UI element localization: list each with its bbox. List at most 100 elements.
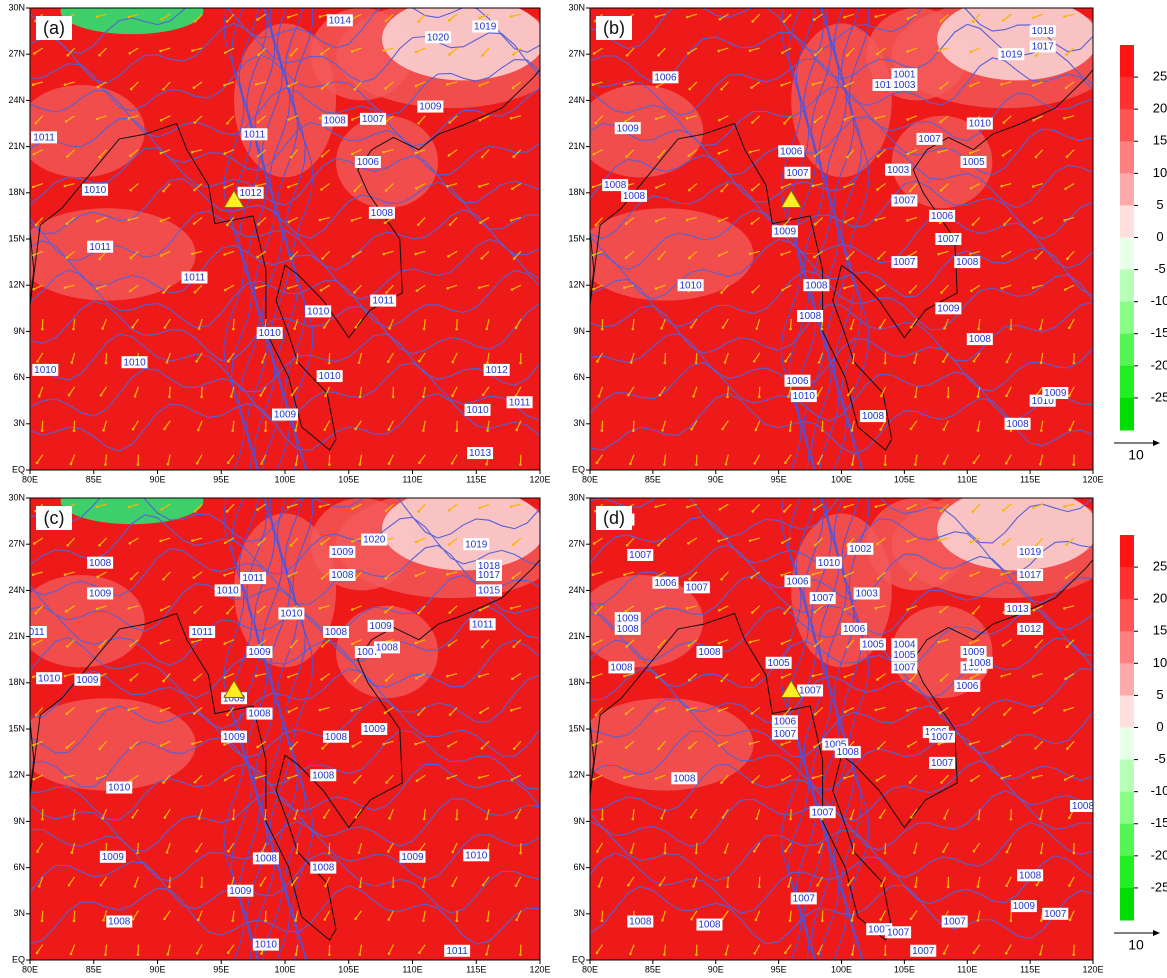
- wind-vector-head: [814, 713, 817, 716]
- wind-vector-head: [813, 746, 816, 749]
- wind-vector-head: [451, 884, 454, 887]
- wind-vector-head: [164, 326, 167, 329]
- wind-vector-head: [601, 818, 604, 821]
- wind-vector-head: [257, 544, 260, 547]
- wind-vector-head: [937, 151, 940, 154]
- wind-vector-head: [478, 506, 481, 509]
- wind-vector-head: [1000, 83, 1003, 86]
- wind-vector-head: [852, 362, 855, 365]
- wind-vector-head: [197, 919, 200, 922]
- contour-label: 1008: [837, 747, 860, 758]
- contour-label: 1009: [363, 724, 386, 735]
- wind-vector-head: [384, 87, 387, 90]
- contour-label: 1011: [242, 573, 264, 584]
- map-panel: 1014100710061007100910081008100810081008…: [577, 485, 1118, 960]
- contour-label: 1019: [474, 22, 497, 33]
- wind-vector-head: [937, 641, 940, 644]
- wind-vector-head: [1073, 852, 1076, 855]
- map-panel: 1006100910081008101010091008100810071006…: [577, 0, 1118, 470]
- wind-vector-head: [943, 327, 946, 330]
- wind-vector-head: [623, 573, 626, 576]
- wind-vector-head: [850, 327, 853, 330]
- wind-vector-head: [812, 573, 815, 576]
- wind-vector-head: [35, 122, 38, 125]
- wind-vector-head: [1003, 713, 1006, 716]
- wind-vector-head: [593, 52, 596, 55]
- wind-vector-head: [939, 87, 942, 90]
- y-tick-label: 30N: [8, 2, 25, 12]
- wind-vector-head: [382, 49, 385, 52]
- contour-label: 1007: [931, 758, 954, 769]
- wind-vector-head: [137, 463, 140, 466]
- wind-vector-head: [200, 886, 203, 889]
- wind-vector-head: [660, 327, 663, 330]
- wind-vector-head: [358, 361, 361, 364]
- wind-vector-head: [592, 254, 595, 257]
- wind-vector-head: [843, 118, 846, 121]
- wind-vector-head: [417, 20, 420, 23]
- wind-vector-head: [446, 573, 449, 576]
- contour-label: 1009: [617, 613, 640, 624]
- y-tick-label: 21N: [8, 141, 25, 151]
- wind-vector-head: [224, 186, 227, 189]
- wind-vector-head: [384, 712, 387, 715]
- wind-vector-head: [1066, 645, 1069, 648]
- wind-vector-head: [686, 16, 689, 19]
- wind-vector-head: [910, 918, 913, 921]
- wind-vector-head: [1000, 777, 1003, 780]
- colorbar-label: -10: [1151, 783, 1167, 798]
- y-tick-label: 15N: [568, 233, 585, 243]
- wind-vector-head: [943, 817, 946, 820]
- wind-vector-head: [96, 505, 99, 508]
- contour-label: 1006: [786, 576, 809, 587]
- wind-vector-head: [817, 462, 820, 465]
- y-tick-label: EQ: [572, 954, 585, 964]
- wind-vector-head: [1032, 185, 1035, 188]
- wind-vector-head: [625, 712, 628, 715]
- wind-vector-head: [134, 395, 137, 398]
- wind-vector-head: [846, 54, 849, 57]
- wind-vector-head: [422, 919, 425, 922]
- wind-vector-head: [937, 49, 940, 52]
- wind-vector-head: [1005, 394, 1008, 397]
- wind-vector-head: [695, 362, 698, 365]
- wind-vector-head: [36, 462, 39, 465]
- wind-vector-head: [942, 850, 945, 853]
- wind-vector-head: [319, 607, 322, 610]
- wind-vector-head: [1039, 328, 1042, 331]
- wind-vector-head: [385, 781, 388, 784]
- contour-label: 1010: [307, 307, 330, 318]
- wind-vector-head: [1068, 394, 1071, 397]
- wind-vector: [42, 911, 43, 921]
- contour-label: 1015: [478, 586, 501, 597]
- vector-scale-label: 10: [1128, 937, 1144, 953]
- colorbar-bin: [1120, 824, 1134, 857]
- wind-vector-head: [191, 252, 194, 255]
- wind-vector-head: [160, 710, 163, 713]
- wind-vector-head: [813, 256, 816, 259]
- contour-label: 1010: [255, 940, 278, 951]
- wind-vector-head: [695, 953, 698, 956]
- y-tick-label: 15N: [8, 723, 25, 733]
- wind-vector-head: [70, 953, 73, 956]
- wind-vector-head: [160, 744, 163, 747]
- wind-vector-head: [515, 429, 518, 432]
- wind-vector-head: [513, 747, 516, 750]
- wind-vector-head: [255, 777, 258, 780]
- wind-vector-head: [96, 86, 99, 89]
- wind-vector-head: [1005, 884, 1008, 887]
- contour-label: 1010: [969, 119, 992, 130]
- wind-vector: [665, 843, 666, 853]
- wind-vector-head: [388, 817, 391, 820]
- wind-vector-head: [418, 461, 421, 464]
- wind-vector-head: [724, 361, 727, 364]
- wind-vector-head: [783, 510, 786, 513]
- wind-vector-head: [481, 156, 484, 159]
- wind-vector-head: [939, 121, 942, 124]
- wind-vector-head: [695, 852, 698, 855]
- wind-vector-head: [255, 287, 258, 290]
- contour-label: 1007: [931, 732, 954, 743]
- colorbar-label: -25: [1151, 389, 1167, 404]
- wind-vector-head: [720, 291, 723, 294]
